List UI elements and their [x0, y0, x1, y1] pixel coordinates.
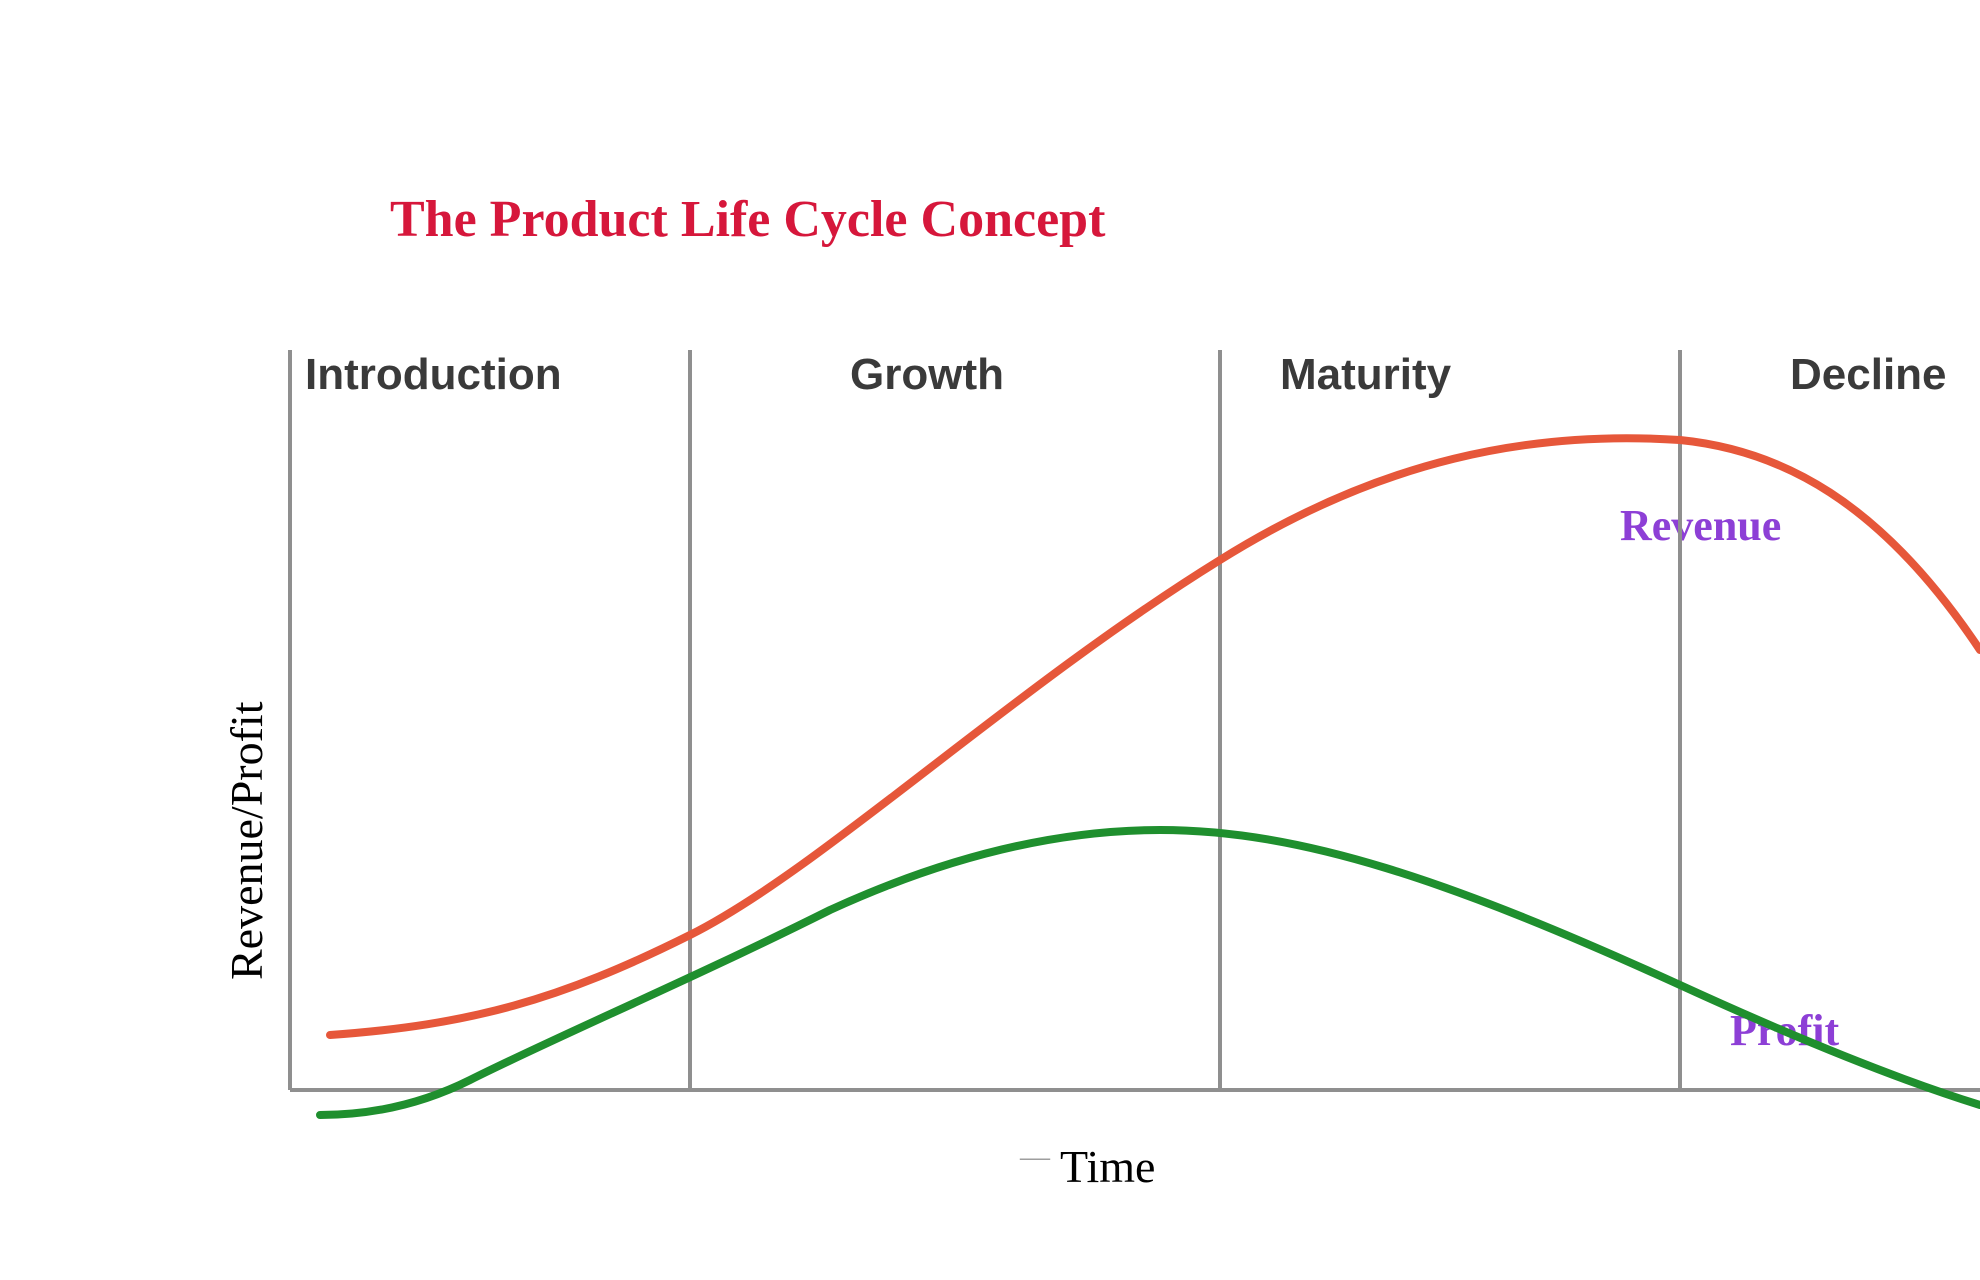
stage-dividers: [690, 350, 1680, 1090]
revenue-curve: [330, 438, 1980, 1035]
chart-stage: The Product Life Cycle Concept Revenue/P…: [0, 0, 1980, 1280]
plot-svg: [0, 0, 1980, 1280]
profit-curve: [320, 830, 1980, 1115]
